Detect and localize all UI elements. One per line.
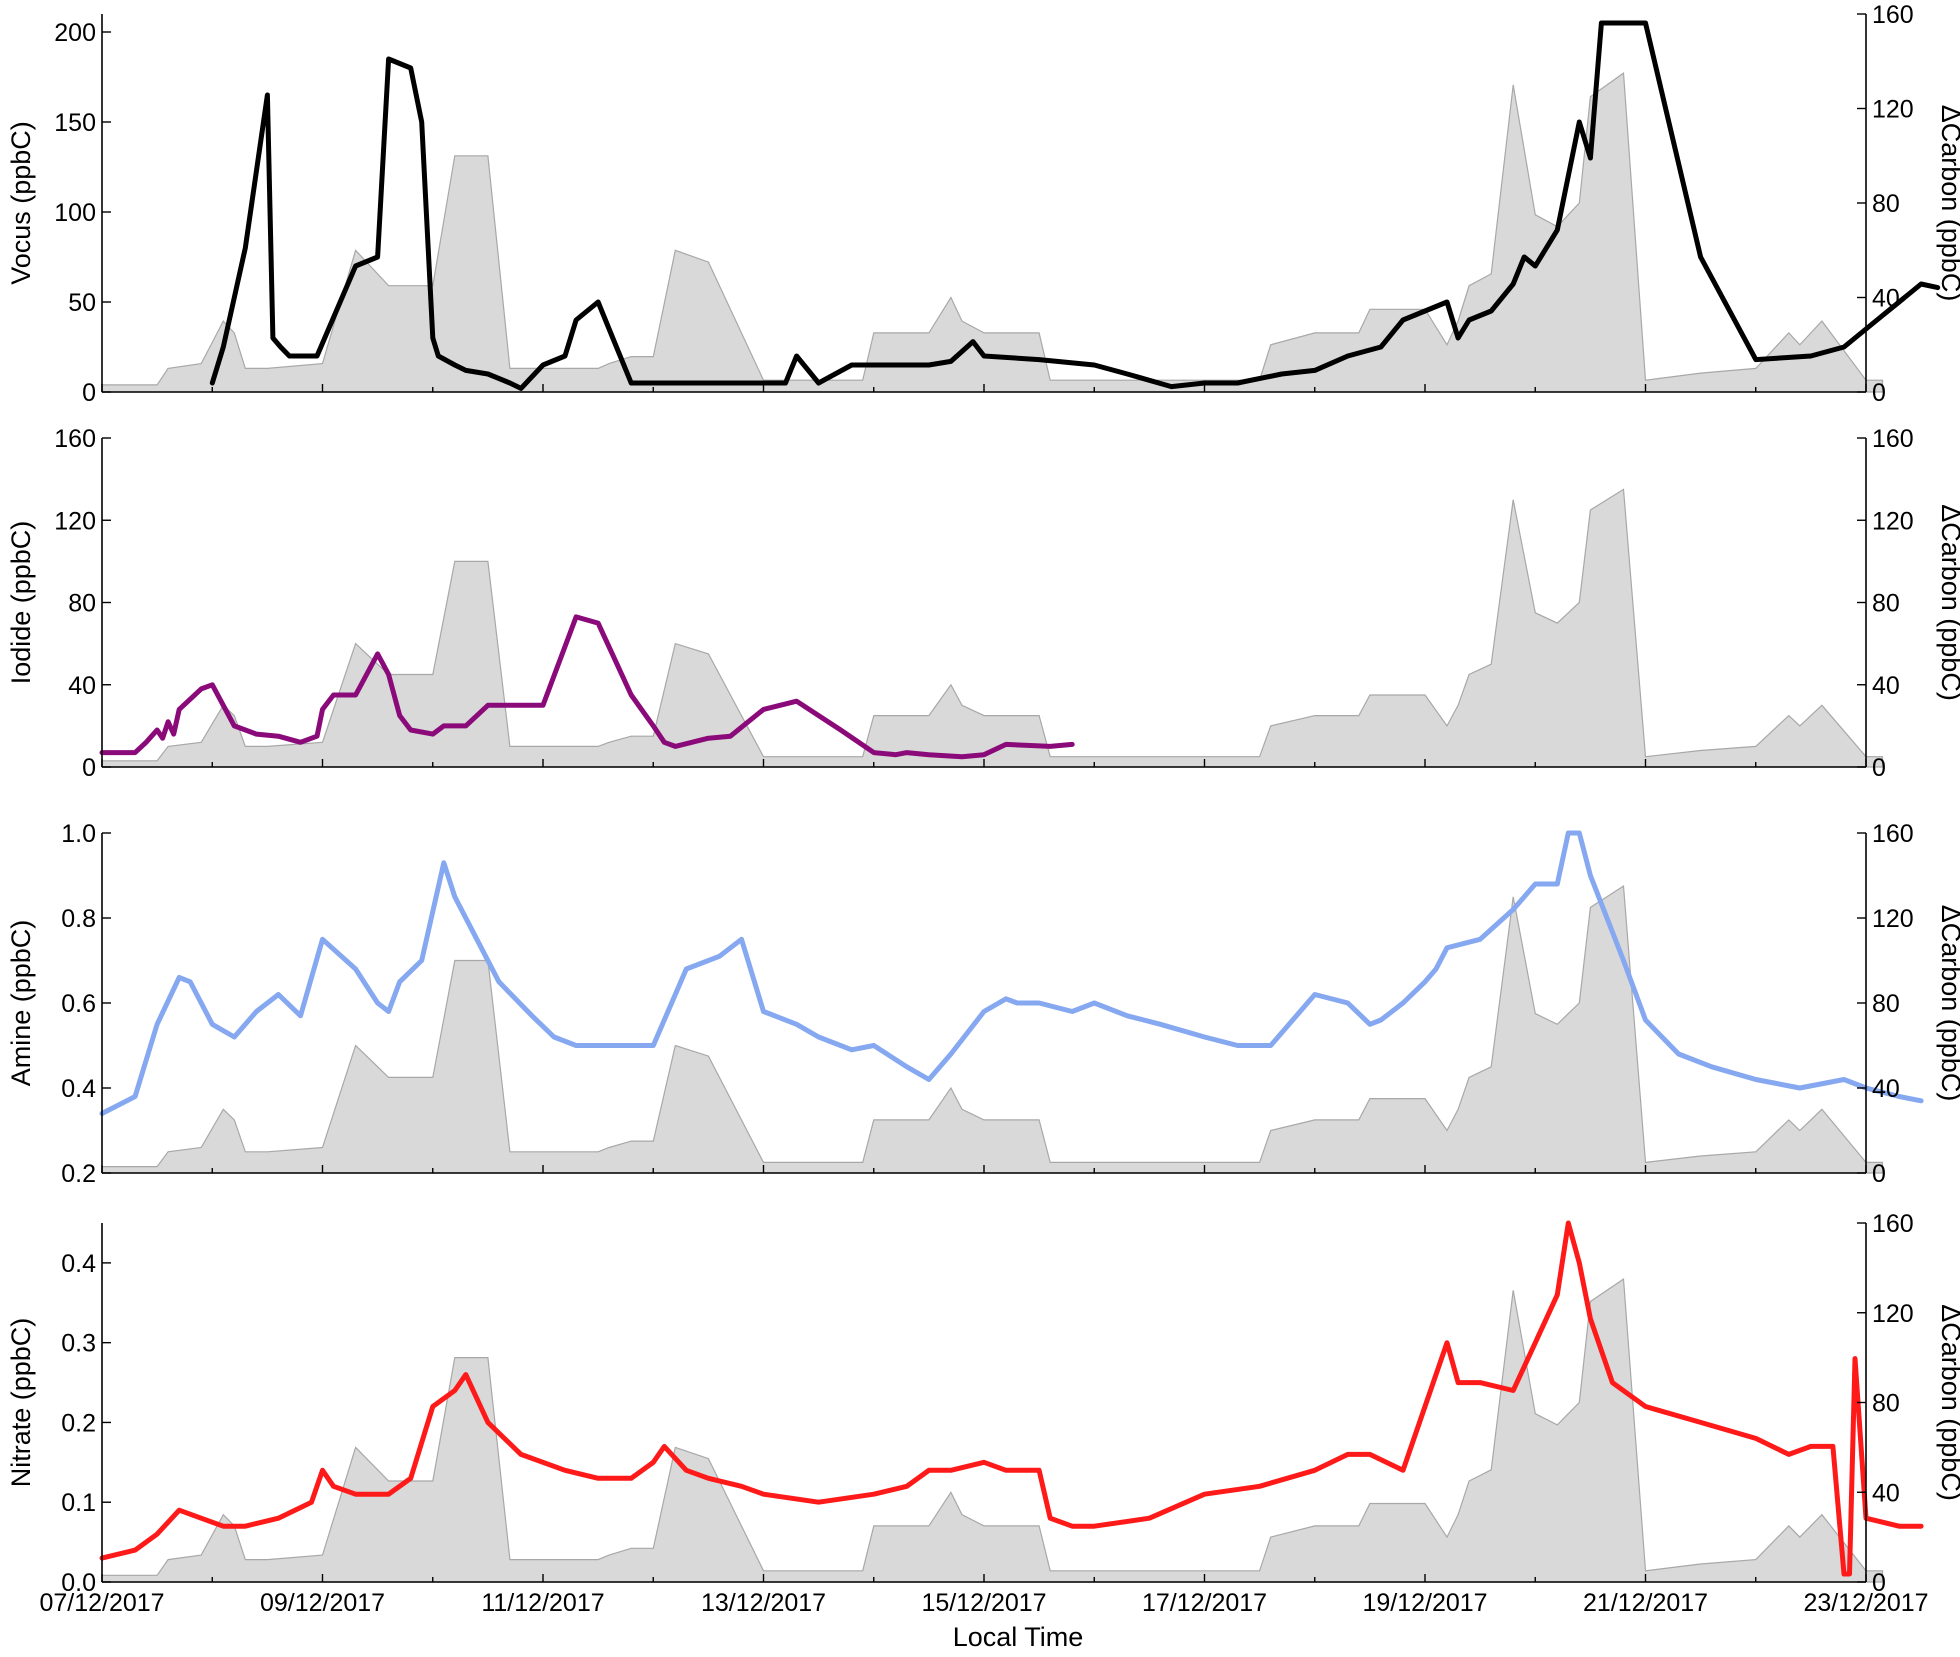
- y-tick-label: 0.2: [61, 1160, 96, 1188]
- x-tick-label: 17/12/2017: [1142, 1589, 1267, 1617]
- series-line: [209, 20, 1941, 391]
- y-tick-label: 0: [82, 379, 96, 407]
- panel-2: 0 40 80 120 160 0 40 80 120 160 Iodide (ppbC) ΔCarb…: [6, 425, 1960, 782]
- y-tick-label: 0.8: [61, 905, 96, 933]
- y-tick-label: 0.6: [61, 990, 96, 1018]
- y-tick-label: 0.4: [61, 1250, 96, 1278]
- y2-tick-label: 160: [1872, 820, 1914, 848]
- delta-carbon-area: [101, 71, 1884, 393]
- y2-tick-label: 0: [1872, 1160, 1886, 1188]
- left-y-axis-title: Iodide (ppbC): [6, 521, 36, 685]
- left-y-axis-title: Nitrate (ppbC): [6, 1318, 36, 1488]
- right-y-axis-title: ΔCarbon (ppbC): [1936, 1304, 1960, 1501]
- panel-4: 0.0 0.1 0.2 0.3 0.4 0 40 80 120 160 Nitrate (ppbC)…: [6, 1210, 1960, 1597]
- y-tick-label: 0.1: [61, 1489, 96, 1517]
- y-tick-label: 160: [54, 425, 96, 453]
- y2-tick-label: 0: [1872, 1569, 1886, 1597]
- y2-tick-label: 0: [1872, 379, 1886, 407]
- y2-tick-label: 40: [1872, 285, 1900, 313]
- panel-1: 0 50 100 150 200 0 40 80 120 160 Vocus (ppbC) ΔCarb…: [6, 1, 1960, 407]
- delta-carbon-area: [101, 1278, 1884, 1583]
- y2-tick-label: 40: [1872, 1479, 1900, 1507]
- series-line: [99, 1220, 1924, 1577]
- y-tick-label: 0.4: [61, 1075, 96, 1103]
- right-y-axis-title: ΔCarbon (ppbC): [1936, 504, 1960, 701]
- left-y-axis-title: Vocus (ppbC): [6, 121, 36, 285]
- y-tick-label: 80: [68, 590, 96, 618]
- y-tick-label: 50: [68, 289, 96, 317]
- y2-tick-label: 80: [1872, 590, 1900, 618]
- y-tick-label: 150: [54, 109, 96, 137]
- right-y-axis-title: ΔCarbon (ppbC): [1936, 105, 1960, 302]
- y2-tick-label: 40: [1872, 672, 1900, 700]
- x-tick-label: 15/12/2017: [921, 1589, 1046, 1617]
- y2-tick-label: 120: [1872, 1300, 1914, 1328]
- y2-tick-label: 0: [1872, 754, 1886, 782]
- x-tick-label: 23/12/2017: [1803, 1589, 1928, 1617]
- x-tick-label: 09/12/2017: [260, 1589, 385, 1617]
- y2-tick-label: 40: [1872, 1075, 1900, 1103]
- series-line: [99, 614, 1075, 760]
- y-tick-label: 100: [54, 199, 96, 227]
- y2-tick-label: 160: [1872, 1, 1914, 29]
- y2-tick-label: 120: [1872, 96, 1914, 124]
- y2-tick-label: 80: [1872, 990, 1900, 1018]
- x-tick-label: 19/12/2017: [1362, 1589, 1487, 1617]
- y-tick-label: 1.0: [61, 820, 96, 848]
- y2-tick-label: 80: [1872, 1390, 1900, 1418]
- series-line: [99, 830, 1924, 1116]
- y-tick-label: 0.0: [61, 1569, 96, 1597]
- x-tick-label: 11/12/2017: [481, 1589, 604, 1617]
- x-tick-label: 07/12/2017: [39, 1589, 164, 1617]
- x-axis-title: Local Time: [953, 1622, 1084, 1652]
- y-tick-label: 0.3: [61, 1330, 96, 1358]
- y2-tick-label: 120: [1872, 905, 1914, 933]
- y-tick-label: 40: [68, 672, 96, 700]
- y2-tick-label: 160: [1872, 1210, 1914, 1238]
- x-tick-label: 21/12/2017: [1583, 1589, 1708, 1617]
- left-y-axis-title: Amine (ppbC): [6, 920, 36, 1087]
- y2-tick-label: 120: [1872, 507, 1914, 535]
- y-tick-label: 0.2: [61, 1409, 96, 1437]
- delta-carbon-area: [101, 885, 1884, 1174]
- delta-carbon-area: [101, 488, 1884, 768]
- y-tick-label: 0: [82, 754, 96, 782]
- right-y-axis-title: ΔCarbon (ppbC): [1936, 905, 1960, 1102]
- y2-tick-label: 160: [1872, 425, 1914, 453]
- x-tick-label: 13/12/2017: [701, 1589, 826, 1617]
- y-tick-label: 120: [54, 507, 96, 535]
- y-tick-label: 200: [54, 19, 96, 47]
- panel-3: 0.2 0.4 0.6 0.8 1.0 0 40 80 120 160 Amine (ppbC) ΔC…: [6, 820, 1960, 1188]
- y2-tick-label: 80: [1872, 190, 1900, 218]
